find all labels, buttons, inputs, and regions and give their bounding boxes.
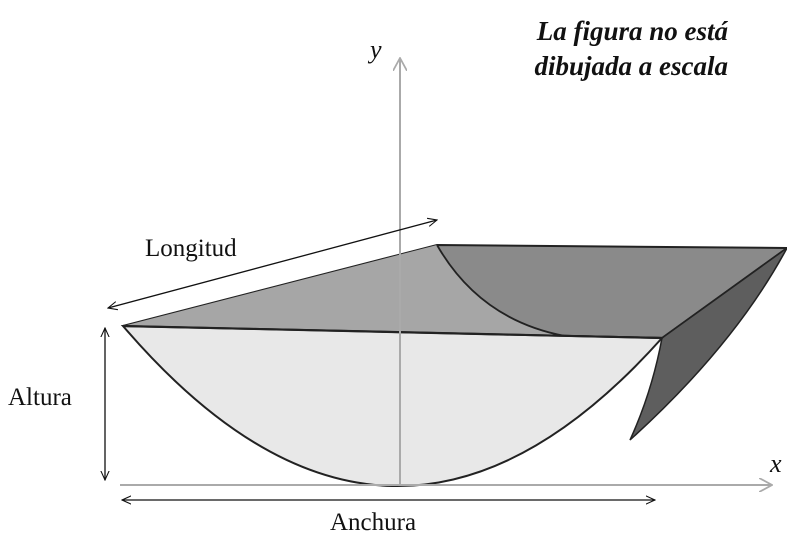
- side-face: [629, 247, 787, 441]
- top-edge: [122, 324, 663, 340]
- length-arrow: [108, 220, 437, 308]
- height-label: Altura: [8, 384, 72, 411]
- width-label: Anchura: [330, 509, 416, 536]
- caption-line: dibujada a escala: [535, 51, 729, 81]
- top-curve: [436, 244, 566, 337]
- y-axis-label: y: [367, 35, 382, 64]
- x-axis-label: x: [769, 449, 782, 478]
- front-face: [120, 324, 665, 488]
- length-label: Longitud: [145, 235, 237, 262]
- caption-line: La figura no está: [536, 16, 729, 46]
